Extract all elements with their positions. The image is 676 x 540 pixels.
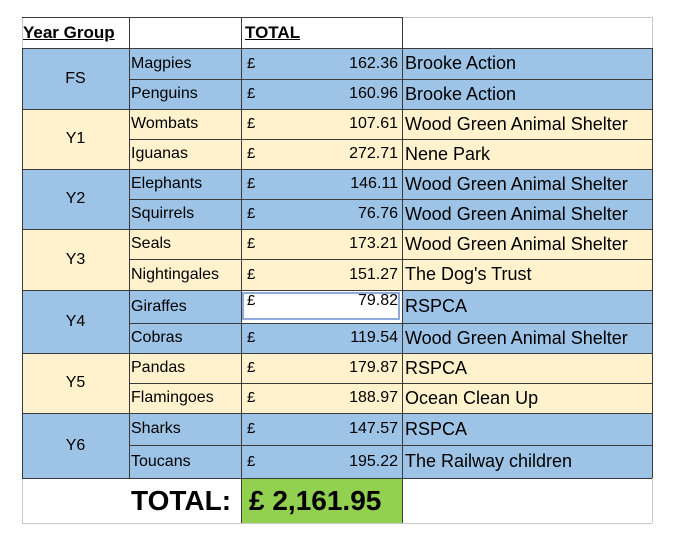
currency-symbol[interactable]: £ [241,79,281,109]
year-group-cell[interactable]: Y6 [22,413,129,478]
class-name-cell[interactable]: Nightingales [129,259,241,290]
class-name-cell[interactable]: Penguins [129,79,241,109]
currency-symbol[interactable]: £ [241,199,281,229]
grid-line [241,48,242,478]
class-name-cell[interactable]: Flamingoes [129,383,241,413]
class-name-cell[interactable]: Sharks [129,413,241,445]
class-name-cell[interactable]: Toucans [129,445,241,478]
grid-line [129,383,652,384]
charity-cell[interactable]: Brooke Action [402,79,652,109]
class-name-cell[interactable]: Giraffes [129,290,241,323]
grid-line [129,17,130,48]
grid-line [129,323,652,324]
grand-total-value[interactable]: £ 2,161.95 [241,478,402,523]
grand-total-label[interactable]: TOTAL: [129,478,241,523]
grid-line [22,229,652,230]
grid-line [402,17,403,48]
class-name-cell[interactable]: Elephants [129,169,241,199]
charity-cell[interactable]: Wood Green Animal Shelter [402,199,652,229]
amount-cell[interactable]: 119.54 [281,323,402,353]
grid-line [22,413,652,414]
amount-cell[interactable]: 76.76 [281,199,402,229]
year-group-cell[interactable]: Y2 [22,169,129,229]
class-name-cell[interactable]: Seals [129,229,241,259]
currency-symbol[interactable]: £ [241,169,281,199]
currency-symbol[interactable]: £ [241,323,281,353]
amount-cell[interactable]: 272.71 [281,139,402,169]
selected-cell-outline [242,292,400,320]
total-empty-cell[interactable] [22,478,129,523]
currency-symbol[interactable]: £ [241,445,281,478]
charity-cell[interactable]: Brooke Action [402,48,652,79]
amount-cell[interactable]: 151.27 [281,259,402,290]
class-name-cell[interactable]: Iguanas [129,139,241,169]
header-year-group[interactable]: Year Group [22,17,129,48]
amount-cell[interactable]: 146.11 [281,169,402,199]
grid-line [652,48,653,478]
grid-line [129,445,652,446]
charity-cell[interactable]: Nene Park [402,139,652,169]
amount-cell[interactable]: 107.61 [281,109,402,139]
grid-line [129,139,652,140]
grid-line [22,48,652,49]
grid-line [402,478,403,523]
grid-line [129,48,130,478]
class-name-cell[interactable]: Magpies [129,48,241,79]
amount-cell[interactable]: 147.57 [281,413,402,445]
charity-cell[interactable]: The Railway children [402,445,652,478]
year-group-cell[interactable]: Y3 [22,229,129,290]
grid-line [22,169,652,170]
grid-line [402,48,403,478]
grid-line [129,79,652,80]
grid-line [22,48,23,478]
amount-cell[interactable]: 179.87 [281,353,402,383]
currency-symbol[interactable]: £ [241,353,281,383]
year-group-cell[interactable]: Y1 [22,109,129,169]
charity-cell[interactable]: Wood Green Animal Shelter [402,169,652,199]
grid-line [22,109,652,110]
currency-symbol[interactable]: £ [241,290,281,323]
charity-cell[interactable]: Wood Green Animal Shelter [402,109,652,139]
amount-cell[interactable]: 79.82 [281,290,402,323]
sheet-border-bottom [22,523,652,524]
year-group-cell[interactable]: FS [22,48,129,109]
class-name-cell[interactable]: Squirrels [129,199,241,229]
currency-symbol[interactable]: £ [241,229,281,259]
year-group-cell[interactable]: Y4 [22,290,129,353]
charity-cell[interactable]: Wood Green Animal Shelter [402,323,652,353]
grid-line [22,290,652,291]
grid-line [22,478,652,479]
grid-line [22,17,402,18]
total-empty-cell[interactable] [402,478,652,523]
charity-cell[interactable]: Ocean Clean Up [402,383,652,413]
grid-line [22,353,652,354]
charity-cell[interactable]: RSPCA [402,290,652,323]
currency-symbol[interactable]: £ [241,259,281,290]
currency-symbol[interactable]: £ [241,109,281,139]
year-group-cell[interactable]: Y5 [22,353,129,413]
amount-cell[interactable]: 195.22 [281,445,402,478]
class-name-cell[interactable]: Pandas [129,353,241,383]
class-name-cell[interactable]: Wombats [129,109,241,139]
charity-cell[interactable]: RSPCA [402,413,652,445]
header-total[interactable]: TOTAL [241,17,402,48]
amount-cell[interactable]: 173.21 [281,229,402,259]
grid-line [129,259,652,260]
header-empty-cell[interactable] [129,17,241,48]
amount-cell[interactable]: 188.97 [281,383,402,413]
charity-cell[interactable]: RSPCA [402,353,652,383]
currency-symbol[interactable]: £ [241,413,281,445]
grid-line [241,17,242,48]
currency-symbol[interactable]: £ [241,383,281,413]
currency-symbol[interactable]: £ [241,48,281,79]
currency-symbol[interactable]: £ [241,139,281,169]
amount-cell[interactable]: 160.96 [281,79,402,109]
charity-cell[interactable]: The Dog's Trust [402,259,652,290]
grid-line [129,199,652,200]
amount-cell[interactable]: 162.36 [281,48,402,79]
charity-cell[interactable]: Wood Green Animal Shelter [402,229,652,259]
class-name-cell[interactable]: Cobras [129,323,241,353]
grid-line [241,478,242,523]
